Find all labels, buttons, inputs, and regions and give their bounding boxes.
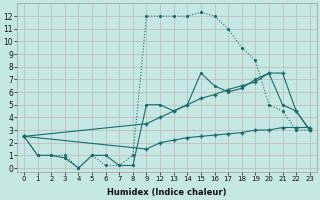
X-axis label: Humidex (Indice chaleur): Humidex (Indice chaleur) [107,188,227,197]
